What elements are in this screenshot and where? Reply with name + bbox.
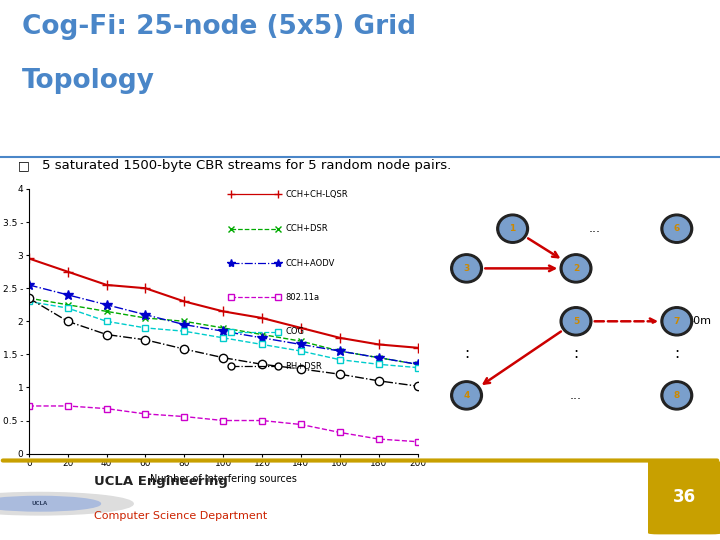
Text: :: :	[674, 346, 680, 361]
Text: CCH+AODV: CCH+AODV	[285, 259, 335, 268]
Text: Computer Science Department: Computer Science Department	[94, 511, 267, 521]
Circle shape	[451, 254, 482, 283]
Circle shape	[563, 256, 589, 280]
Text: ...: ...	[570, 389, 582, 402]
Text: Cog-Fi: 25-node (5x5) Grid: Cog-Fi: 25-node (5x5) Grid	[22, 14, 415, 40]
Text: 802.11a: 802.11a	[285, 293, 320, 302]
Text: □: □	[18, 159, 30, 172]
Circle shape	[664, 309, 690, 333]
Circle shape	[661, 307, 693, 336]
Text: CCH+CH-LQSR: CCH+CH-LQSR	[285, 190, 348, 199]
Circle shape	[0, 496, 101, 511]
Text: 8: 8	[674, 391, 680, 400]
Circle shape	[661, 214, 693, 243]
FancyBboxPatch shape	[648, 461, 720, 535]
Text: 5: 5	[573, 317, 579, 326]
Circle shape	[560, 307, 592, 336]
Text: 40m: 40m	[687, 316, 712, 326]
X-axis label: Number of interfering sources: Number of interfering sources	[150, 474, 297, 484]
Text: 36: 36	[673, 488, 696, 506]
Circle shape	[563, 309, 589, 333]
Circle shape	[661, 381, 693, 410]
Text: 5 saturated 1500-byte CBR streams for 5 random node pairs.: 5 saturated 1500-byte CBR streams for 5 …	[42, 159, 451, 172]
Text: UCLA Engineering: UCLA Engineering	[94, 475, 228, 488]
Text: 4: 4	[464, 391, 469, 400]
Text: COG: COG	[285, 327, 305, 336]
Text: 2: 2	[573, 264, 579, 273]
Circle shape	[500, 217, 526, 240]
Text: 7: 7	[674, 317, 680, 326]
Circle shape	[454, 256, 480, 280]
Text: 3: 3	[464, 264, 469, 273]
Circle shape	[497, 214, 528, 243]
Text: CCH+DSR: CCH+DSR	[285, 224, 328, 233]
Text: RH+DSR: RH+DSR	[285, 362, 322, 371]
Text: UCLA: UCLA	[32, 501, 48, 506]
Circle shape	[664, 217, 690, 240]
Text: ...: ...	[589, 222, 600, 235]
Text: :: :	[464, 346, 469, 361]
Text: :: :	[573, 346, 579, 361]
Text: Topology: Topology	[22, 68, 155, 94]
Text: 6: 6	[674, 224, 680, 233]
Circle shape	[560, 254, 592, 283]
Circle shape	[454, 384, 480, 407]
Circle shape	[0, 492, 133, 515]
Text: 1: 1	[510, 224, 516, 233]
Circle shape	[451, 381, 482, 410]
Circle shape	[664, 384, 690, 407]
